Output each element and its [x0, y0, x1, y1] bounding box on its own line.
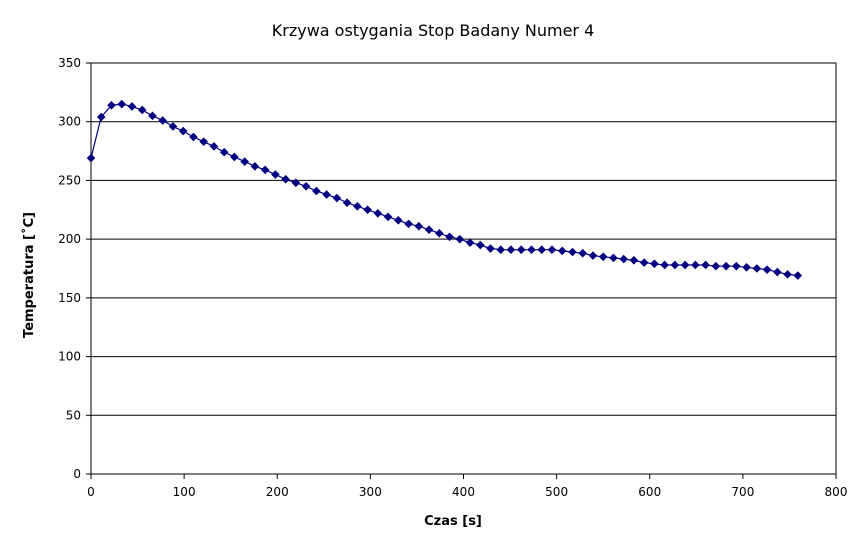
x-tick-label: 200 — [266, 485, 289, 499]
data-point — [537, 245, 547, 255]
data-point — [260, 165, 270, 175]
data-point — [96, 112, 106, 122]
y-axis-ticks: 0 50 100 150 200 250 300 350 — [58, 56, 91, 481]
data-point — [557, 246, 567, 256]
chart-title: Krzywa ostygania Stop Badany Numer 4 — [272, 21, 595, 40]
data-point — [762, 265, 772, 274]
data-point — [312, 186, 321, 196]
data-point — [168, 122, 178, 131]
data-point — [455, 234, 465, 244]
data-point — [486, 244, 495, 253]
y-tick-label: 0 — [73, 467, 81, 481]
x-tick-label: 600 — [638, 485, 661, 499]
data-point — [650, 259, 659, 269]
data-point — [711, 261, 721, 271]
data-point — [783, 270, 792, 279]
data-point — [773, 267, 782, 277]
data-point — [742, 263, 751, 272]
data-point — [322, 190, 331, 199]
x-tick-label: 400 — [452, 485, 475, 499]
data-point — [578, 248, 588, 258]
data-point — [496, 245, 506, 255]
y-tick-label: 200 — [58, 232, 81, 246]
data-point — [250, 162, 260, 171]
data-point — [475, 240, 485, 250]
data-point — [219, 147, 229, 157]
data-point — [609, 253, 618, 263]
x-tick-label: 300 — [359, 485, 382, 499]
data-point — [209, 142, 219, 151]
data-point — [732, 261, 741, 271]
x-tick-label: 100 — [173, 485, 196, 499]
data-point — [281, 174, 290, 184]
data-point — [619, 254, 628, 264]
data-point — [148, 111, 157, 121]
y-tick-label: 150 — [58, 291, 81, 305]
data-point — [506, 245, 516, 255]
y-tick-label: 50 — [66, 408, 81, 422]
x-tick-label: 500 — [545, 485, 568, 499]
data-point — [588, 251, 598, 260]
data-point — [670, 260, 680, 270]
data-point — [629, 255, 639, 265]
data-point — [373, 209, 383, 218]
data-point — [680, 260, 690, 270]
data-point — [721, 261, 731, 271]
data-point — [240, 157, 249, 166]
data-point — [660, 260, 669, 270]
data-point — [230, 152, 239, 162]
data-point — [547, 245, 557, 255]
data-point — [189, 132, 198, 142]
data-point — [353, 201, 362, 211]
data-point — [598, 252, 608, 262]
data-point — [639, 258, 649, 267]
data-point — [424, 225, 434, 235]
data-point — [691, 260, 700, 270]
y-axis-label: Temperatura [˚C] — [21, 212, 37, 338]
y-tick-label: 350 — [58, 56, 81, 70]
x-axis-ticks: 0 100 200 300 400 500 600 700 800 — [87, 474, 847, 499]
y-tick-label: 300 — [58, 115, 81, 129]
y-tick-label: 100 — [58, 350, 81, 364]
data-point — [383, 212, 393, 222]
x-tick-label: 700 — [731, 485, 754, 499]
data-point — [465, 238, 475, 247]
data-point — [363, 205, 372, 215]
series-layer — [86, 99, 803, 280]
x-tick-label: 0 — [87, 485, 95, 499]
data-point — [271, 170, 280, 179]
data-point — [752, 264, 762, 273]
data-point — [414, 221, 424, 231]
data-point — [404, 219, 413, 229]
data-point — [137, 105, 147, 115]
data-point — [568, 247, 577, 257]
data-point — [516, 245, 526, 255]
data-point — [434, 228, 444, 238]
data-point — [158, 116, 168, 125]
data-point — [445, 232, 454, 242]
data-point — [86, 153, 96, 163]
data-point — [107, 100, 116, 110]
y-tick-label: 250 — [58, 173, 81, 187]
series-line — [90, 103, 798, 277]
data-point — [127, 102, 137, 111]
data-point — [301, 181, 311, 191]
x-tick-label: 800 — [825, 485, 848, 499]
data-point — [342, 198, 352, 208]
data-point — [793, 271, 803, 280]
data-point — [291, 178, 301, 188]
data-point — [701, 260, 710, 270]
data-point — [394, 216, 403, 225]
data-point — [332, 193, 342, 203]
x-axis-label: Czas [s] — [424, 514, 482, 529]
data-point — [117, 99, 127, 109]
data-point — [178, 126, 188, 136]
data-point — [527, 245, 536, 255]
data-point — [199, 137, 208, 146]
